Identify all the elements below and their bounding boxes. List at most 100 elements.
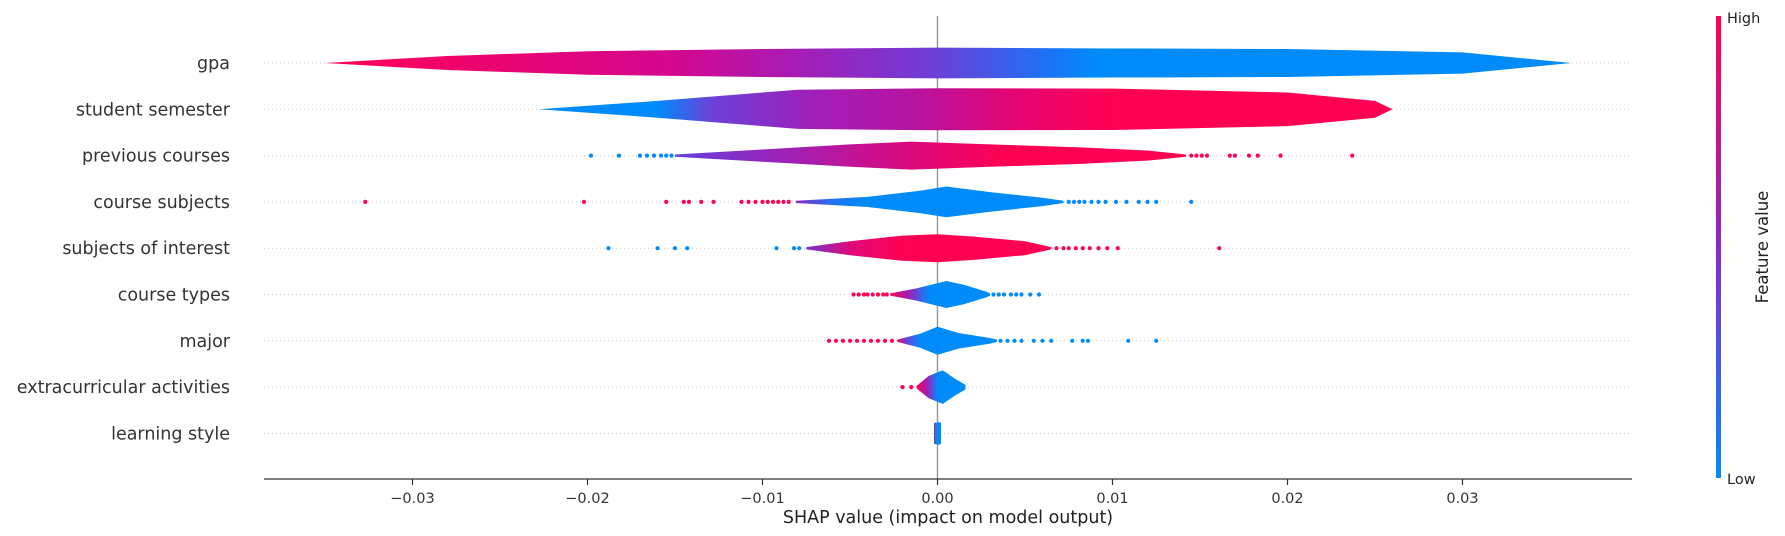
x-tick-label: 0.03 xyxy=(1446,491,1478,507)
dot-high-course-subjects xyxy=(699,199,704,204)
dot-low-course-subjects xyxy=(1189,199,1194,204)
dot-low-course-types xyxy=(996,292,1001,297)
x-tick-label: 0.00 xyxy=(921,491,953,507)
dot-high-course-subjects xyxy=(781,199,786,204)
dot-high-course-subjects xyxy=(760,199,765,204)
dot-low-previous-courses xyxy=(637,153,643,158)
dot-high-course-types xyxy=(881,292,886,297)
dot-low-course-subjects xyxy=(1136,199,1141,204)
dot-high-major xyxy=(847,338,853,343)
dot-high-course-subjects xyxy=(746,199,751,204)
dot-low-course-subjects xyxy=(1124,199,1129,204)
dot-low-course-types xyxy=(1008,292,1014,297)
outlier-dots-layer xyxy=(363,153,1355,390)
feature-labels: gpa student semester previous courses cours… xyxy=(17,54,231,444)
violin-gpa xyxy=(325,47,1571,79)
dot-high-major xyxy=(826,338,832,343)
dot-high-subjects-of-interest xyxy=(1087,246,1092,251)
dot-low-course-types xyxy=(1019,292,1024,297)
dot-high-course-subjects xyxy=(765,199,770,204)
dot-low-course-subjects xyxy=(1154,199,1159,204)
feature-label-course-types: course types xyxy=(118,286,230,306)
violin-learning-style xyxy=(934,422,941,445)
dot-high-previous-courses xyxy=(1232,153,1238,158)
dot-high-subjects-of-interest xyxy=(1080,246,1085,251)
violin-previous-courses xyxy=(675,141,1186,170)
dot-high-course-subjects xyxy=(711,199,716,204)
feature-label-extracurricular-activities: extracurricular activities xyxy=(17,378,230,398)
dot-high-previous-courses xyxy=(1189,153,1194,158)
dot-low-course-subjects xyxy=(1103,199,1108,204)
dot-low-major xyxy=(1031,338,1036,343)
dot-low-course-subjects xyxy=(1066,199,1071,204)
dot-high-subjects-of-interest xyxy=(1073,246,1078,251)
dot-low-subjects-of-interest xyxy=(606,246,611,251)
dot-high-course-types xyxy=(870,292,875,297)
dot-low-major xyxy=(1154,338,1159,343)
dot-high-subjects-of-interest xyxy=(1054,246,1059,251)
dot-high-major xyxy=(882,338,888,343)
violin-subjects-of-interest xyxy=(806,234,1052,263)
dot-low-major xyxy=(1126,338,1131,343)
dot-high-course-subjects xyxy=(681,199,686,204)
dot-high-course-subjects xyxy=(776,199,781,204)
dot-high-course-subjects xyxy=(739,199,744,204)
dot-high-previous-courses xyxy=(1199,153,1204,158)
dot-low-course-subjects xyxy=(1082,199,1087,204)
colorbar-gradient xyxy=(1716,16,1721,478)
dot-low-major xyxy=(1019,338,1024,343)
dot-low-course-subjects xyxy=(1077,199,1082,204)
dot-low-course-types xyxy=(1001,292,1007,297)
dot-low-major xyxy=(1080,338,1085,343)
x-axis-title: SHAP value (impact on model output) xyxy=(783,508,1113,528)
feature-label-gpa: gpa xyxy=(197,54,230,74)
dot-high-course-subjects xyxy=(363,199,368,204)
dot-high-course-subjects xyxy=(581,199,587,204)
dot-low-previous-courses xyxy=(669,153,674,158)
colorbar: High Low Feature value xyxy=(1716,11,1772,488)
dot-low-major xyxy=(1049,338,1054,343)
x-tick-label: −0.01 xyxy=(740,491,784,507)
violin-student-semester xyxy=(538,88,1393,131)
violin-extracurricular-activities xyxy=(916,370,966,404)
colorbar-low-label: Low xyxy=(1727,472,1756,488)
dot-low-major xyxy=(998,338,1003,343)
dot-high-course-subjects xyxy=(753,199,758,204)
dot-high-course-subjects xyxy=(770,199,776,204)
dot-high-previous-courses xyxy=(1227,153,1232,158)
violin-major xyxy=(897,326,997,355)
dot-low-major xyxy=(1005,338,1010,343)
dot-low-subjects-of-interest xyxy=(774,246,779,251)
dot-high-previous-courses xyxy=(1204,153,1210,158)
dot-high-major xyxy=(840,338,846,343)
x-tick-label: −0.03 xyxy=(390,491,434,507)
feature-label-learning-style: learning style xyxy=(111,424,230,444)
dot-low-previous-courses xyxy=(644,153,650,158)
dot-low-course-subjects xyxy=(1113,199,1119,204)
feature-label-previous-courses: previous courses xyxy=(82,147,230,167)
dot-low-subjects-of-interest xyxy=(655,246,660,251)
dot-low-previous-courses xyxy=(651,153,657,158)
dot-high-course-types xyxy=(884,292,889,297)
dot-high-subjects-of-interest xyxy=(1105,246,1110,251)
dot-high-major xyxy=(868,338,874,343)
dot-high-course-subjects xyxy=(664,199,669,204)
dot-low-subjects-of-interest xyxy=(672,246,678,251)
dot-high-previous-courses xyxy=(1246,153,1252,158)
dot-low-previous-courses xyxy=(658,153,664,158)
dot-high-course-types xyxy=(861,292,867,297)
dot-high-previous-courses xyxy=(1278,153,1283,158)
dot-low-subjects-of-interest xyxy=(685,246,690,251)
dot-high-subjects-of-interest xyxy=(1217,246,1222,251)
dot-low-course-subjects xyxy=(1096,199,1101,204)
dot-high-previous-courses xyxy=(1194,153,1199,158)
dot-high-major xyxy=(833,338,839,343)
dot-high-extracurricular-activities xyxy=(900,385,905,390)
dot-low-subjects-of-interest xyxy=(791,246,797,251)
x-tick-label: 0.01 xyxy=(1096,491,1128,507)
feature-label-course-subjects: course subjects xyxy=(93,193,230,213)
dot-high-major xyxy=(861,338,867,343)
dot-high-course-types xyxy=(865,292,870,297)
violin-layer xyxy=(325,47,1571,445)
dot-high-course-types xyxy=(856,292,861,297)
